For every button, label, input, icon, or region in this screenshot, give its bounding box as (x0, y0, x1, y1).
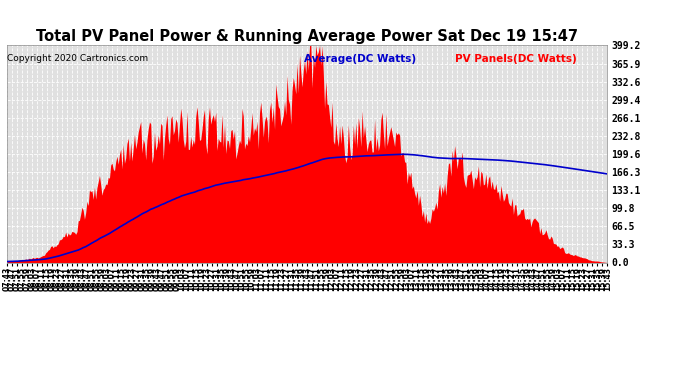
Text: PV Panels(DC Watts): PV Panels(DC Watts) (455, 54, 577, 64)
Text: Average(DC Watts): Average(DC Watts) (304, 54, 415, 64)
Text: Copyright 2020 Cartronics.com: Copyright 2020 Cartronics.com (7, 54, 148, 63)
Title: Total PV Panel Power & Running Average Power Sat Dec 19 15:47: Total PV Panel Power & Running Average P… (36, 29, 578, 44)
